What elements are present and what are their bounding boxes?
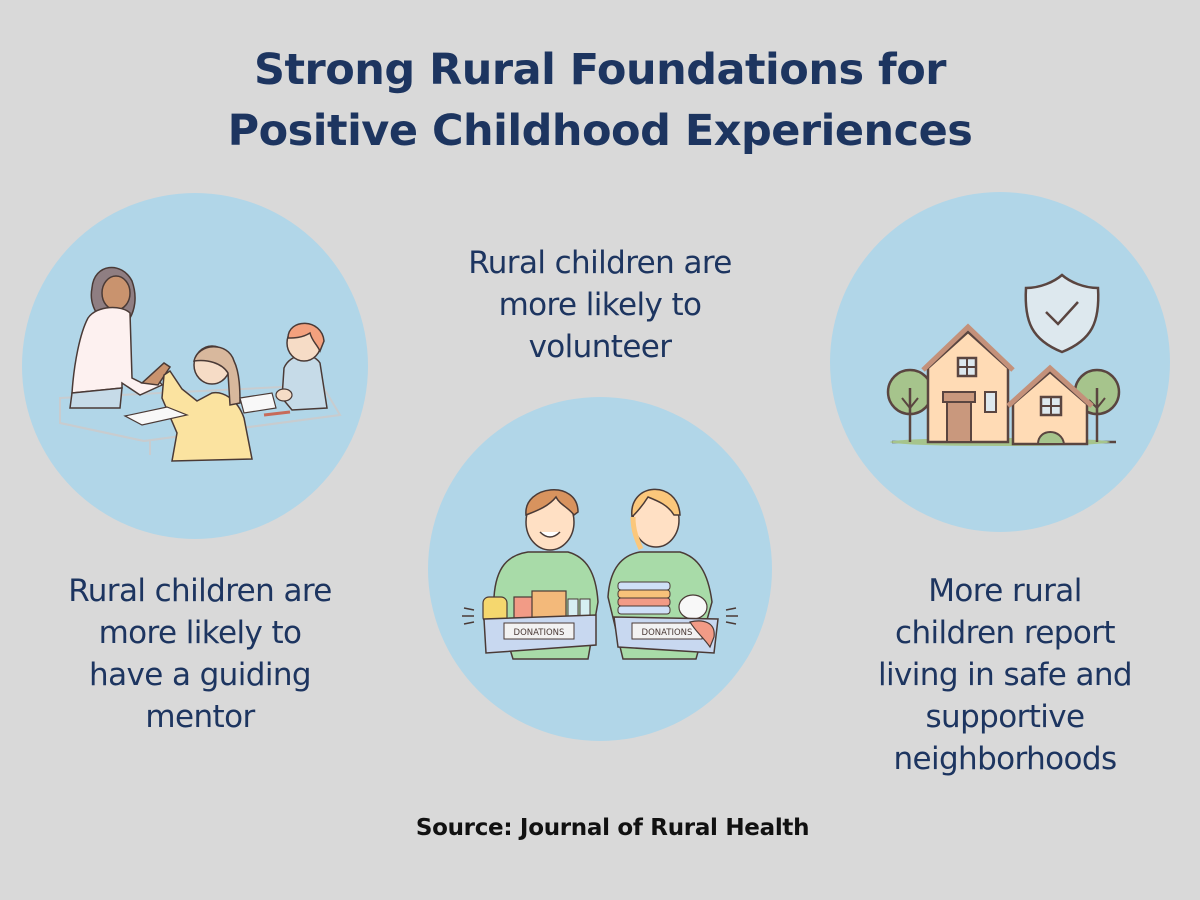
mentor-caption: Rural children are more likely to have a… [30,570,370,738]
caption-line: More rural [928,573,1082,609]
title-line-1: Strong Rural Foundations for [254,45,946,95]
caption-line: neighborhoods [893,741,1117,777]
volunteer-caption: Rural children are more likely to volunt… [430,242,770,368]
caption-line: living in safe and [878,657,1133,693]
volunteers-donations-icon: DONATIONS DONATIONS [462,488,738,660]
infographic-title: Strong Rural Foundations for Positive Ch… [0,40,1200,162]
caption-line: have a guiding [89,657,312,693]
caption-line: Rural children are [68,573,332,609]
caption-line: more likely to [498,287,702,323]
neighborhood-caption: More rural children report living in saf… [850,570,1160,780]
volunteer-illustration-circle: DONATIONS DONATIONS [428,397,772,741]
teacher-high-five-students-icon [59,266,342,462]
neighborhood-illustration-circle [830,192,1170,532]
caption-line: supportive [925,699,1085,735]
caption-line: children report [895,615,1116,651]
caption-line: more likely to [98,615,302,651]
title-line-2: Positive Childhood Experiences [227,106,973,156]
caption-line: volunteer [528,329,672,365]
safe-neighborhood-icon [886,273,1121,446]
donations-label: DONATIONS [514,628,565,638]
donations-label: DONATIONS [642,628,693,638]
mentor-illustration-circle [22,193,368,539]
caption-line: Rural children are [468,245,732,281]
source-citation: Source: Journal of Rural Health [415,815,810,841]
caption-line: mentor [145,699,255,735]
